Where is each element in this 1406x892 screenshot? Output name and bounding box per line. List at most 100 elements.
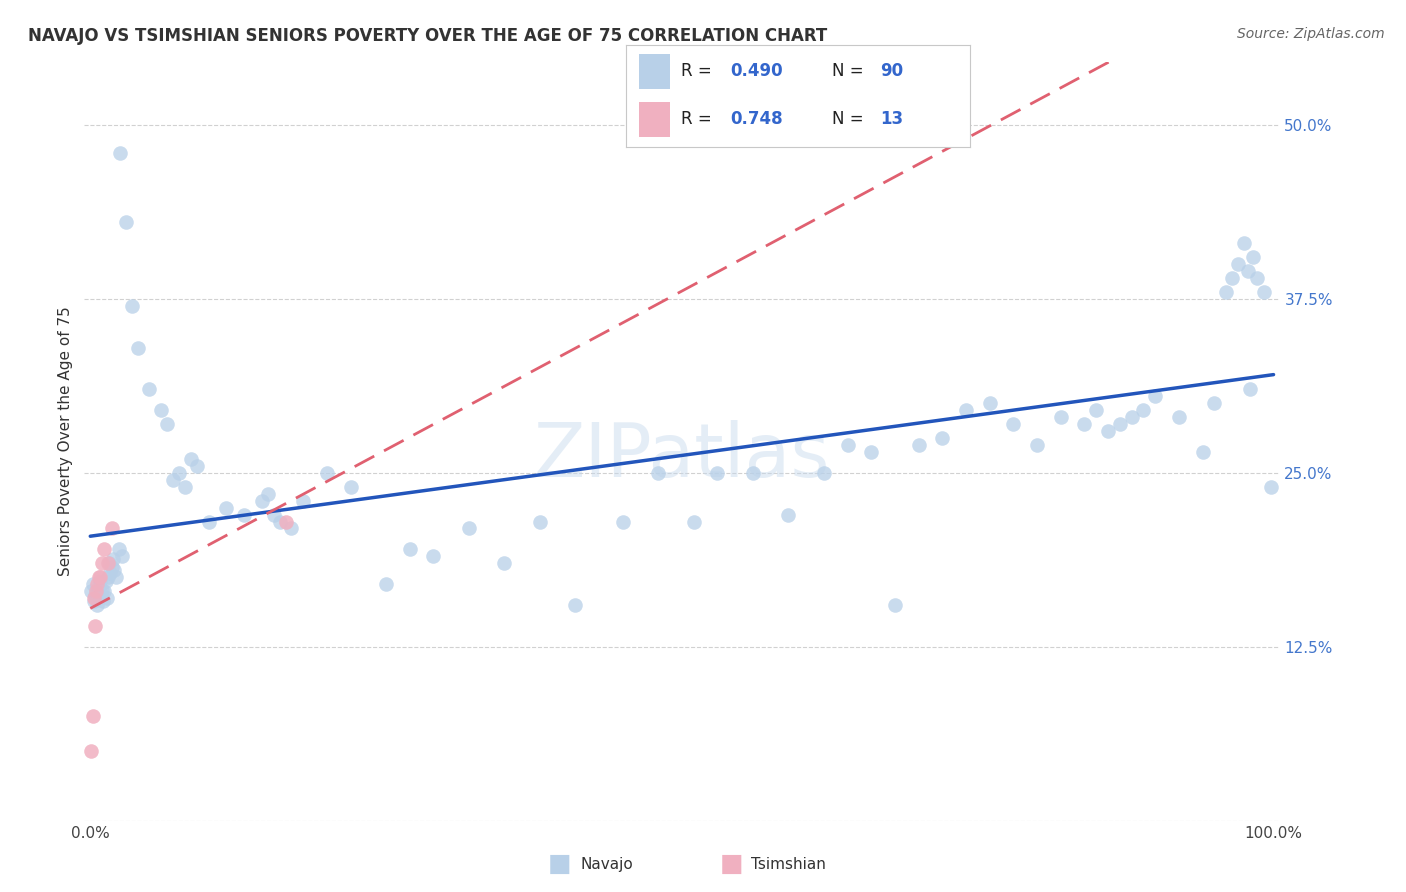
Point	[167, 466, 190, 480]
Point	[174, 480, 197, 494]
Point	[101, 552, 124, 566]
Text: 90: 90	[880, 62, 904, 80]
Point	[1002, 417, 1025, 432]
Point	[682, 515, 704, 529]
Point	[91, 556, 114, 570]
Point	[1108, 417, 1130, 432]
Point	[89, 570, 111, 584]
Point	[494, 556, 516, 570]
Point	[82, 709, 104, 723]
Point	[813, 466, 835, 480]
Point	[1246, 271, 1268, 285]
Point	[706, 466, 728, 480]
Point	[647, 466, 669, 480]
Text: ZIPatlas: ZIPatlas	[534, 420, 830, 493]
Point	[121, 299, 143, 313]
Point	[256, 486, 278, 500]
Point	[741, 466, 763, 480]
Point	[186, 458, 208, 473]
Point	[1253, 285, 1275, 299]
Point	[96, 591, 118, 605]
Point	[1220, 271, 1243, 285]
Point	[127, 341, 149, 355]
Point	[292, 493, 315, 508]
Point	[250, 493, 273, 508]
Point	[83, 591, 105, 605]
Point	[86, 577, 108, 591]
Point	[1241, 250, 1264, 264]
Point	[529, 515, 551, 529]
Point	[1167, 410, 1189, 425]
Point	[87, 580, 110, 594]
Point	[907, 438, 929, 452]
Point	[233, 508, 256, 522]
Point	[94, 574, 117, 589]
Point	[979, 396, 1001, 410]
Y-axis label: Seniors Poverty Over the Age of 75: Seniors Poverty Over the Age of 75	[58, 307, 73, 576]
Text: 13: 13	[880, 111, 904, 128]
Text: N =: N =	[832, 62, 869, 80]
Point	[1215, 285, 1237, 299]
Point	[97, 570, 120, 584]
Point	[156, 417, 179, 432]
Point	[83, 594, 105, 608]
Point	[87, 570, 110, 584]
Point	[269, 515, 291, 529]
Point	[1049, 410, 1071, 425]
Point	[1260, 480, 1282, 494]
Point	[107, 542, 129, 557]
Point	[339, 480, 361, 494]
Point	[612, 515, 634, 529]
Point	[86, 598, 108, 612]
Point	[1073, 417, 1095, 432]
Point	[150, 403, 173, 417]
Point	[1204, 396, 1226, 410]
Point	[97, 556, 120, 570]
Point	[89, 574, 111, 589]
Point	[263, 508, 285, 522]
Point	[1121, 410, 1143, 425]
Point	[215, 500, 238, 515]
FancyBboxPatch shape	[640, 54, 671, 88]
Point	[1236, 264, 1258, 278]
Text: Source: ZipAtlas.com: Source: ZipAtlas.com	[1237, 27, 1385, 41]
Point	[375, 577, 398, 591]
Text: 0.490: 0.490	[731, 62, 783, 80]
Point	[458, 521, 481, 535]
FancyBboxPatch shape	[640, 102, 671, 137]
Point	[564, 598, 586, 612]
Point	[98, 556, 121, 570]
Point	[103, 563, 125, 577]
Point	[138, 383, 160, 397]
Point	[1233, 236, 1256, 251]
Point	[398, 542, 420, 557]
Point	[82, 577, 104, 591]
Point	[1132, 403, 1154, 417]
Point	[180, 451, 202, 466]
Point	[80, 744, 103, 758]
Point	[1097, 424, 1119, 438]
Text: R =: R =	[681, 111, 717, 128]
Text: 0.748: 0.748	[731, 111, 783, 128]
Point	[105, 570, 128, 584]
Point	[860, 445, 883, 459]
Point	[84, 588, 107, 602]
Point	[84, 619, 107, 633]
Point	[778, 508, 800, 522]
Text: R =: R =	[681, 62, 717, 80]
Point	[1085, 403, 1108, 417]
Text: ■: ■	[720, 852, 742, 875]
Point	[93, 584, 115, 599]
Text: NAVAJO VS TSIMSHIAN SENIORS POVERTY OVER THE AGE OF 75 CORRELATION CHART: NAVAJO VS TSIMSHIAN SENIORS POVERTY OVER…	[28, 27, 827, 45]
Point	[100, 566, 122, 580]
Text: ■: ■	[548, 852, 571, 875]
Point	[90, 587, 112, 601]
Point	[100, 521, 122, 535]
Point	[91, 594, 114, 608]
Point	[162, 473, 184, 487]
Point	[84, 584, 107, 599]
Point	[80, 584, 103, 599]
Point	[108, 145, 131, 160]
Point	[274, 515, 297, 529]
Point	[197, 515, 219, 529]
